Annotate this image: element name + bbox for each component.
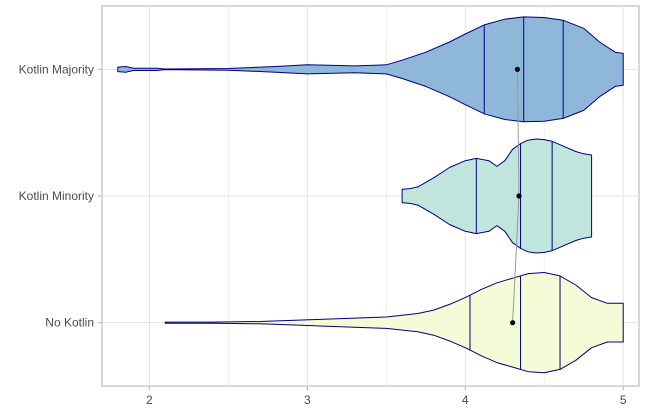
y-tick-label: Kotlin Majority	[19, 62, 94, 76]
x-tick-label: 2	[146, 393, 153, 407]
y-tick-label: Kotlin Minority	[19, 189, 94, 203]
x-axis: 2 3 4 5	[146, 386, 627, 407]
violin-shape	[401, 138, 593, 254]
x-tick-label: 3	[304, 393, 311, 407]
mean-line	[510, 66, 522, 326]
mean-point	[514, 66, 520, 72]
violin-shape	[117, 16, 624, 123]
x-tick-label: 4	[462, 393, 469, 407]
y-axis: Kotlin Majority Kotlin Minority No Kotlin	[19, 62, 102, 330]
violin-shape	[164, 272, 624, 374]
violin-kotlin-majority	[117, 16, 624, 123]
x-tick-label: 5	[620, 393, 627, 407]
mean-point	[510, 320, 516, 326]
mean-point	[516, 193, 522, 199]
violin-no-kotlin	[164, 272, 624, 374]
y-tick-label: No Kotlin	[45, 316, 94, 330]
